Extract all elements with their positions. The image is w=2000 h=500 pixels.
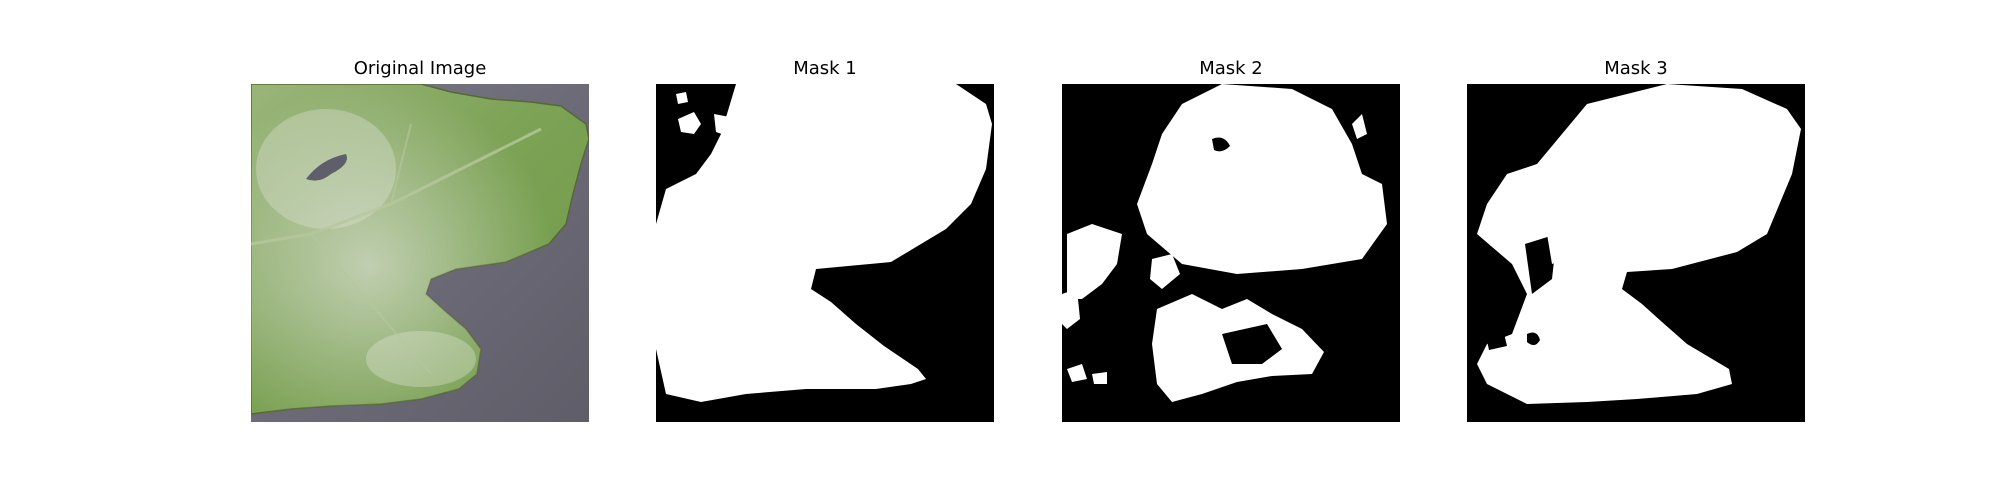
panel-title-original: Original Image [353, 58, 487, 79]
leaf-photo [251, 84, 589, 422]
original-image-panel [251, 84, 589, 422]
panel-title-mask-2: Mask 2 [1199, 58, 1263, 79]
panel-title-mask-3: Mask 3 [1604, 58, 1668, 79]
mask-3-panel [1467, 84, 1805, 422]
mask-2-panel [1062, 84, 1400, 422]
mask-3-image [1467, 84, 1805, 422]
leaf-hole [306, 154, 347, 181]
mask-2-image [1062, 84, 1400, 422]
mask-1-image [656, 84, 994, 422]
panel-title-mask-1: Mask 1 [793, 58, 857, 79]
mask-1-panel [656, 84, 994, 422]
